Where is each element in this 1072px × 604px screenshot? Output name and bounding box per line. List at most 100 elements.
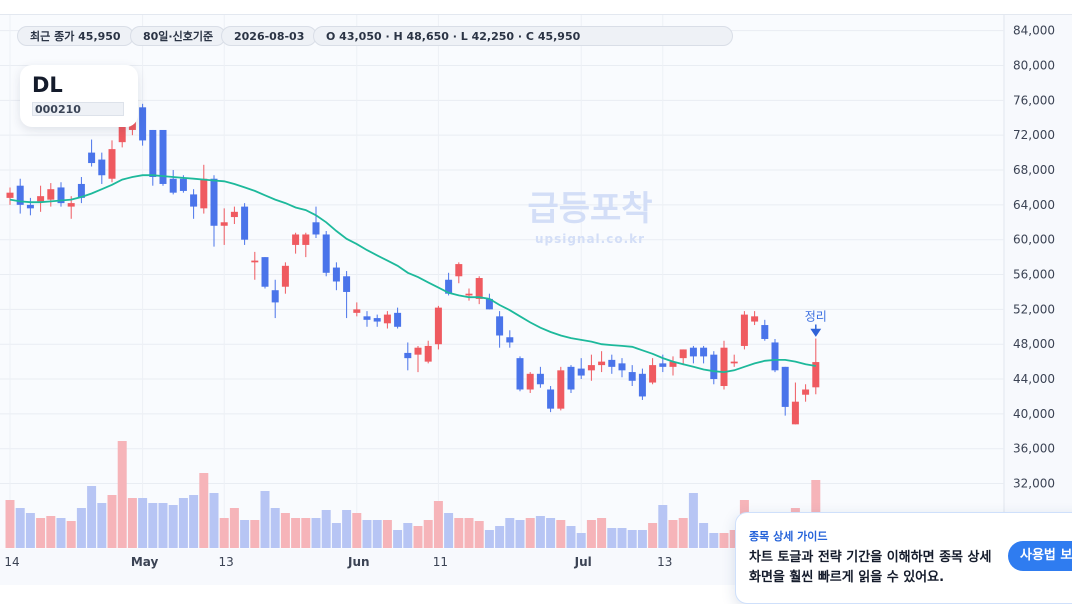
candle-body	[230, 211, 238, 218]
symbol-card: DL 000210	[20, 65, 138, 127]
candle-body	[404, 352, 412, 359]
candle-body	[302, 234, 310, 245]
volume-bar	[291, 518, 301, 548]
volume-bar	[505, 518, 515, 548]
candle-body	[761, 325, 769, 339]
candle-body	[271, 290, 279, 303]
candle-body	[343, 276, 351, 292]
volume-bar	[362, 520, 372, 548]
candle-body	[455, 264, 463, 277]
y-tick-label: 72,000	[1013, 128, 1055, 142]
x-tick-label: 13	[219, 555, 234, 569]
volume-bar	[25, 513, 35, 548]
volume-bar	[229, 508, 239, 548]
y-tick-label: 68,000	[1013, 163, 1055, 177]
candle-body	[587, 365, 595, 371]
volume-bar	[56, 518, 66, 548]
volume-bar	[178, 498, 188, 548]
x-tick-label: May	[131, 555, 159, 569]
candle-body	[526, 373, 534, 390]
volume-bar	[729, 530, 739, 548]
candle-body	[475, 278, 483, 299]
y-tick-label: 64,000	[1013, 198, 1055, 212]
volume-bar	[107, 495, 117, 548]
candle-body	[618, 363, 626, 371]
volume-bar	[678, 518, 688, 548]
candle-body	[88, 152, 96, 164]
candle-body	[108, 149, 116, 179]
guide-text: 화면을 훨씬 빠르게 읽을 수 있어요.	[749, 570, 945, 585]
candle-body	[363, 316, 371, 320]
volume-bar	[433, 501, 443, 548]
volume-bar	[219, 518, 229, 548]
candle-body	[26, 204, 34, 209]
volume-bar	[464, 518, 474, 548]
candle-body	[47, 189, 55, 200]
guide-button[interactable]: 사용법 보기	[1008, 541, 1072, 571]
candle-body	[700, 347, 708, 357]
x-tick-label: 13	[657, 555, 672, 569]
volume-bar	[546, 518, 556, 548]
candle-body	[638, 373, 646, 397]
volume-bar	[199, 473, 209, 548]
y-tick-label: 48,000	[1013, 337, 1055, 351]
y-tick-label: 52,000	[1013, 302, 1055, 316]
candle-body	[373, 318, 381, 322]
volume-bar	[576, 533, 586, 548]
candle-body	[506, 337, 514, 343]
volume-bar	[525, 518, 535, 548]
symbol-code: 000210	[32, 102, 124, 116]
candle-body	[608, 359, 616, 367]
candle-body	[689, 347, 697, 357]
signal-arrow	[810, 324, 822, 337]
volume-bar	[321, 510, 331, 548]
candle-body	[485, 298, 493, 310]
volume-bar	[607, 528, 617, 548]
candle-body	[628, 372, 636, 381]
volume-bar	[658, 505, 668, 548]
candle-body	[536, 373, 544, 385]
candle-body	[781, 366, 789, 407]
y-tick-label: 80,000	[1013, 59, 1055, 73]
volume-bar	[719, 533, 729, 548]
x-tick-label: Jun	[347, 555, 370, 569]
volume-bar	[117, 441, 127, 548]
candle-body	[353, 309, 361, 313]
volume-bar	[36, 518, 46, 548]
candle-body	[210, 178, 218, 226]
volume-bar	[556, 520, 566, 548]
candle-body	[547, 389, 555, 409]
volume-bar	[250, 520, 260, 548]
y-tick-label: 32,000	[1013, 477, 1055, 491]
volume-bar	[586, 520, 596, 548]
y-tick-label: 56,000	[1013, 268, 1055, 282]
y-tick-label: 44,000	[1013, 372, 1055, 386]
chip: 80일·신호기준	[130, 26, 227, 46]
volume-bar	[382, 520, 392, 548]
y-tick-label: 36,000	[1013, 442, 1055, 456]
candle-body	[679, 349, 687, 359]
volume-bar	[484, 530, 494, 548]
candle-body	[557, 370, 565, 409]
candle-body	[322, 234, 330, 273]
volume-bar	[597, 518, 607, 548]
chip: 최근 종가 45,950	[17, 26, 134, 46]
volume-bar	[331, 523, 341, 548]
candle-body	[149, 129, 157, 177]
volume-bar	[15, 508, 25, 548]
candle-body	[445, 279, 453, 294]
guide-popover: 종목 상세 가이드 차트 토글과 전략 기간을 이해하면 종목 상세 화면을 훨…	[735, 512, 1072, 604]
moving-average	[9, 174, 816, 374]
guide-title: 종목 상세 가이드	[749, 530, 828, 543]
candle-body	[567, 366, 575, 390]
candle-body	[77, 183, 85, 198]
volume-bar	[5, 500, 15, 548]
symbol: DL	[32, 73, 63, 97]
volume-bar	[495, 526, 505, 548]
volume-bar	[566, 526, 576, 548]
candle-body	[98, 159, 106, 176]
page: {"chart_data": { "type": "candlestick", …	[0, 14, 1072, 604]
volume-bar	[454, 518, 464, 548]
candle-body	[139, 107, 147, 141]
volume-bar	[699, 523, 709, 548]
